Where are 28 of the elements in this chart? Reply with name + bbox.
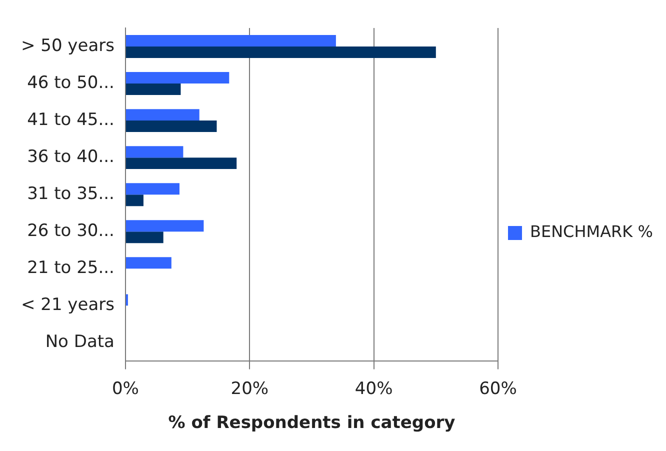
y-tick-label: 21 to 25...	[27, 258, 114, 278]
bar	[126, 72, 230, 84]
y-tick-label: 41 to 45...	[27, 110, 114, 130]
x-tick-label: 0%	[112, 378, 139, 399]
y-tick-label: 26 to 30...	[27, 221, 114, 242]
bar	[126, 46, 436, 58]
y-tick-label: No Data	[45, 332, 114, 352]
bar	[126, 158, 237, 170]
bar	[126, 35, 336, 47]
bar	[126, 120, 217, 132]
bar	[126, 257, 172, 269]
bar	[126, 232, 164, 244]
y-tick-label: > 50 years	[21, 36, 115, 56]
bar	[126, 220, 204, 232]
y-tick-label: 31 to 35...	[27, 184, 114, 204]
x-axis-title: % of Respondents in category	[168, 413, 456, 434]
bar	[126, 183, 180, 195]
x-tick-label: 60%	[479, 378, 517, 399]
x-tick-label: 20%	[230, 378, 269, 399]
bar	[126, 84, 181, 96]
y-tick-label: < 21 years	[21, 295, 115, 316]
bar	[126, 109, 200, 121]
y-tick-label: 46 to 50...	[27, 72, 114, 93]
x-tick-label: 40%	[354, 378, 393, 399]
legend-label: BENCHMARK %	[530, 222, 653, 242]
bar	[126, 146, 184, 158]
y-tick-label: 36 to 40...	[27, 147, 114, 167]
bar	[126, 194, 144, 206]
